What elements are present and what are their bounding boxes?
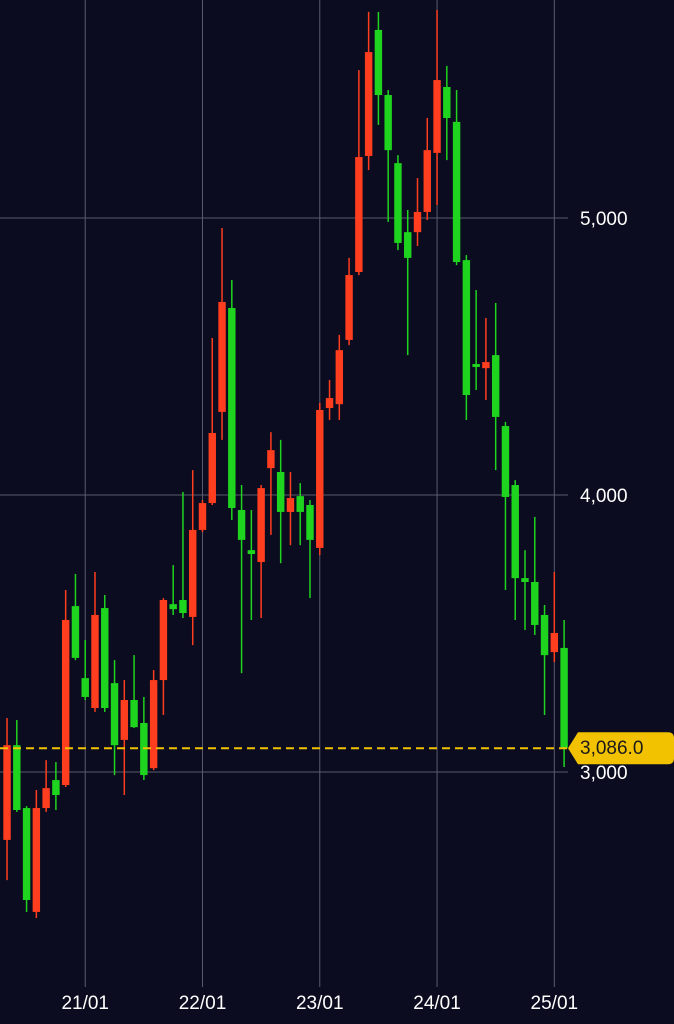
candle-body (540, 614, 549, 656)
candle-body (42, 788, 50, 809)
candle-body (208, 432, 216, 504)
candle-body (306, 504, 314, 540)
candle-body (3, 745, 11, 840)
candle-body (149, 680, 158, 769)
y-tick-label: 5,000 (580, 209, 628, 230)
x-tick-label: 23/01 (296, 993, 344, 1014)
candle-body (423, 150, 431, 212)
last-price-label: 3,086.0 (580, 738, 643, 759)
candle-body (511, 485, 519, 579)
candle-body (404, 232, 412, 258)
candle-body (120, 700, 129, 740)
candle-body (472, 363, 480, 368)
candle-body (101, 608, 109, 709)
candle-body (257, 488, 265, 563)
candle-body (32, 808, 41, 912)
candle-body (130, 700, 138, 728)
candle-body (355, 157, 363, 273)
candle-body (384, 95, 392, 151)
candle-body (61, 619, 70, 786)
candle-body (276, 472, 285, 512)
candle-body (413, 211, 422, 233)
x-tick-label: 25/01 (531, 993, 579, 1014)
candle-body (179, 600, 187, 614)
candle-body (316, 409, 324, 548)
x-tick-label: 24/01 (413, 993, 461, 1014)
candle-body (237, 509, 246, 540)
candle-body (501, 426, 510, 497)
candle-body (286, 498, 295, 512)
candle-body (267, 450, 275, 469)
x-tick-label: 22/01 (179, 993, 227, 1014)
candle-body (364, 52, 373, 156)
x-tick-label: 21/01 (61, 993, 109, 1014)
candle-body (81, 678, 89, 697)
candle-body (452, 121, 461, 263)
candle-body (325, 398, 334, 409)
candle-body (13, 745, 21, 810)
candle-body (335, 350, 344, 405)
last-price-badge (568, 732, 674, 765)
candle-body (169, 604, 177, 610)
candle-body (52, 780, 60, 796)
candle-body (345, 275, 353, 340)
candle-body (110, 683, 119, 746)
candle-body (491, 355, 500, 417)
candle-body (247, 550, 256, 555)
candle-body (433, 80, 441, 153)
candle-body (443, 86, 451, 119)
candle-body (91, 614, 99, 709)
candle-body (550, 632, 559, 653)
candle-body (374, 29, 383, 96)
candle-body (198, 503, 207, 530)
candle-body (296, 496, 304, 512)
candle-body (228, 308, 236, 509)
y-tick-label: 3,000 (580, 763, 628, 784)
y-tick-label: 4,000 (580, 486, 628, 507)
candle-body (159, 600, 168, 681)
candle-body (482, 362, 490, 369)
candle-body (531, 582, 539, 625)
candle-body (394, 163, 402, 243)
candle-body (521, 578, 529, 583)
candle-body (560, 647, 568, 749)
candle-body (22, 808, 31, 901)
candle-body (189, 529, 197, 617)
candle-body (71, 606, 80, 658)
candle-body (218, 301, 226, 412)
candle-body (462, 260, 471, 396)
